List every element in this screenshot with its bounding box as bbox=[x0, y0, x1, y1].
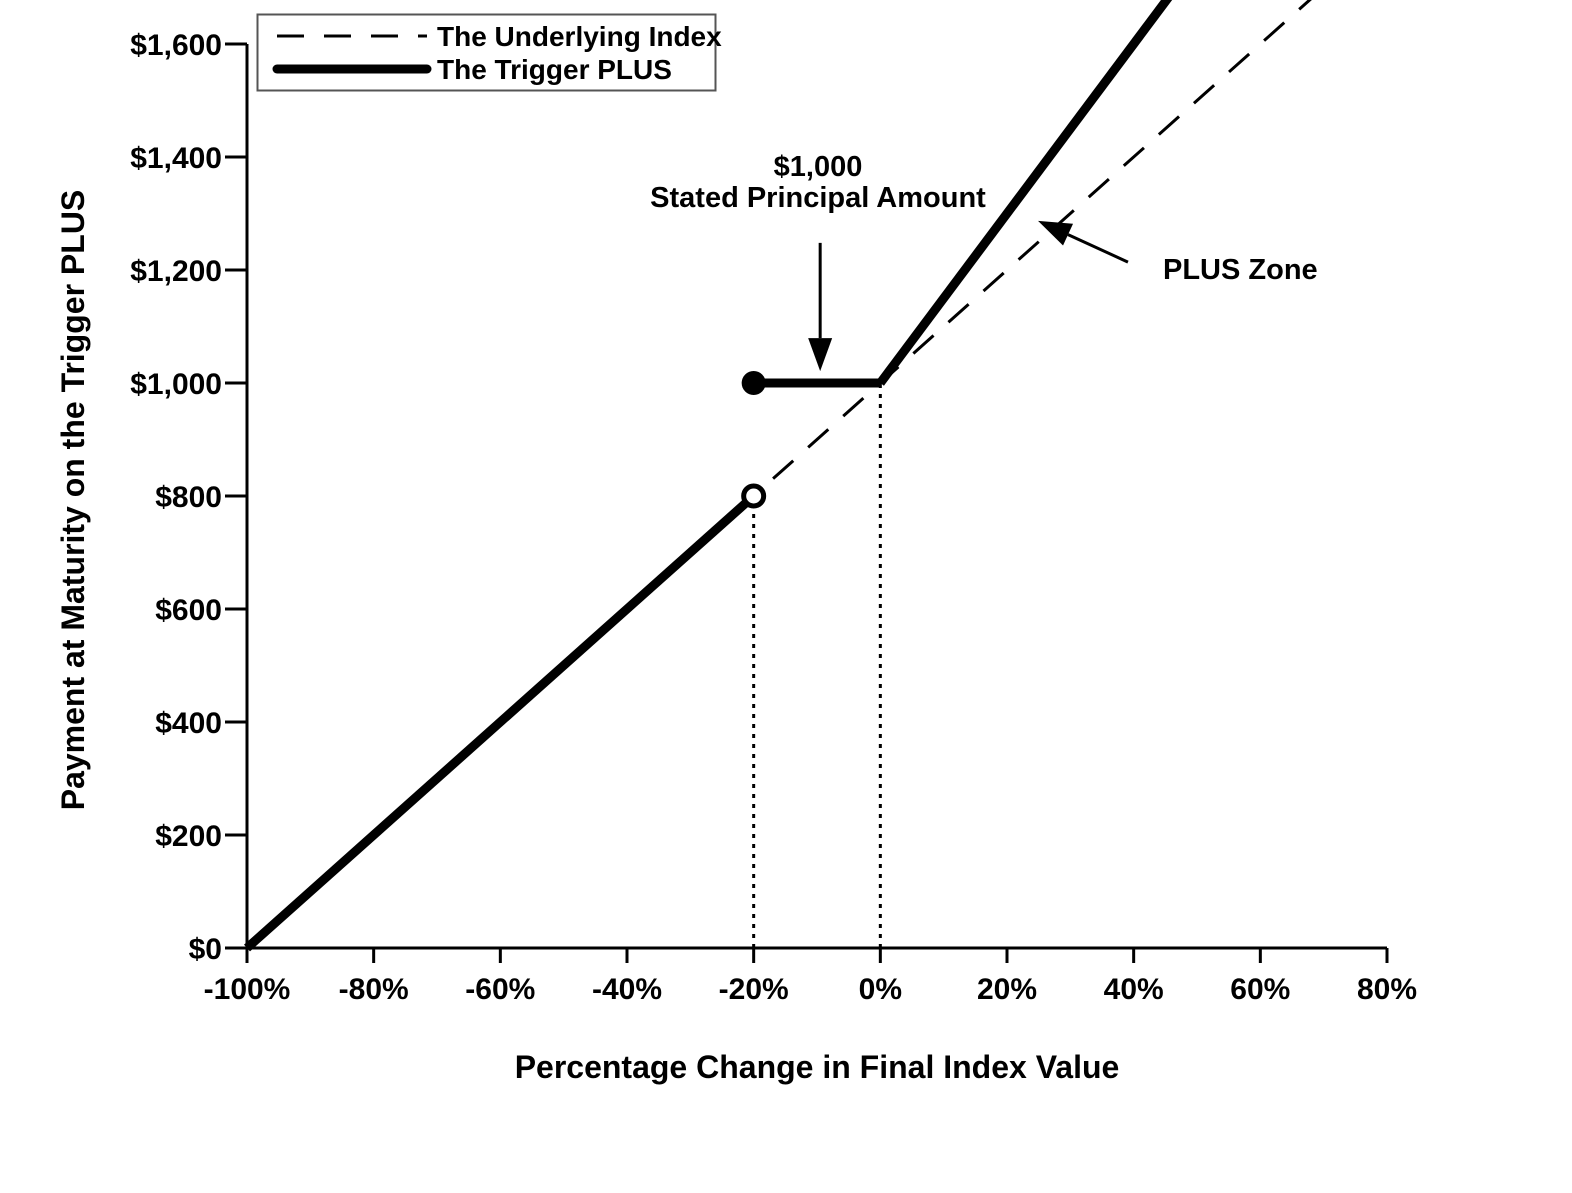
x-tick-label: -80% bbox=[339, 973, 409, 1006]
y-tick-label: $600 bbox=[155, 594, 222, 627]
x-tick-label: 80% bbox=[1357, 973, 1417, 1006]
x-axis-title: Percentage Change in Final Index Value bbox=[515, 1049, 1120, 1085]
y-tick-label: $400 bbox=[155, 707, 222, 740]
x-tick-label: 60% bbox=[1230, 973, 1290, 1006]
legend-label-underlying-index: The Underlying Index bbox=[437, 21, 722, 52]
trigger-plus-line-segment bbox=[244, 492, 757, 952]
plus-zone-annotation-label: PLUS Zone bbox=[1163, 254, 1318, 286]
filled-circle-marker bbox=[741, 371, 766, 395]
series-group bbox=[244, 0, 1312, 952]
y-tick-label: $1,200 bbox=[130, 255, 222, 288]
trigger-plus-line-segment bbox=[876, 0, 1173, 386]
stated-principal-arrow-head bbox=[808, 338, 833, 372]
x-tick-label: 40% bbox=[1104, 973, 1164, 1006]
y-axis-title: Payment at Maturity on the Trigger PLUS bbox=[55, 190, 91, 811]
x-tick-label: -60% bbox=[465, 973, 535, 1006]
x-tick-label: -40% bbox=[592, 973, 662, 1006]
y-tick-label: $1,600 bbox=[130, 29, 222, 62]
markers-group bbox=[741, 371, 767, 509]
stated-principal-annotation-line1: $1,000 bbox=[774, 151, 863, 183]
open-circle-marker bbox=[741, 483, 767, 509]
guide-lines-group bbox=[752, 383, 882, 948]
x-tick-label: -100% bbox=[204, 973, 291, 1006]
y-tick-label: $1,000 bbox=[130, 368, 222, 401]
stated-principal-annotation-line2: Stated Principal Amount bbox=[650, 182, 986, 214]
legend-box bbox=[256, 13, 717, 92]
x-tick-label: 20% bbox=[977, 973, 1037, 1006]
plus-zone-arrow-head bbox=[1038, 220, 1074, 246]
axes-group: -100% -80% -60% -40% -20% 0% 20% 40% 60% 80% $0 $20… bbox=[130, 29, 1417, 1006]
x-tick-label: -20% bbox=[719, 973, 789, 1006]
y-tick-label: $200 bbox=[155, 820, 222, 853]
legend-label-trigger-plus: The Trigger PLUS bbox=[437, 54, 672, 85]
plus-zone-arrow-shaft bbox=[1067, 233, 1129, 264]
y-tick-label: $800 bbox=[155, 481, 222, 514]
annotation-arrows-group bbox=[808, 220, 1129, 372]
legend: The Underlying Index The Trigger PLUS bbox=[256, 13, 722, 92]
y-tick-label: $0 bbox=[189, 933, 222, 966]
x-tick-label: 0% bbox=[859, 973, 902, 1006]
underlying-index-line bbox=[246, 0, 1312, 950]
y-tick-label: $1,400 bbox=[130, 142, 222, 175]
